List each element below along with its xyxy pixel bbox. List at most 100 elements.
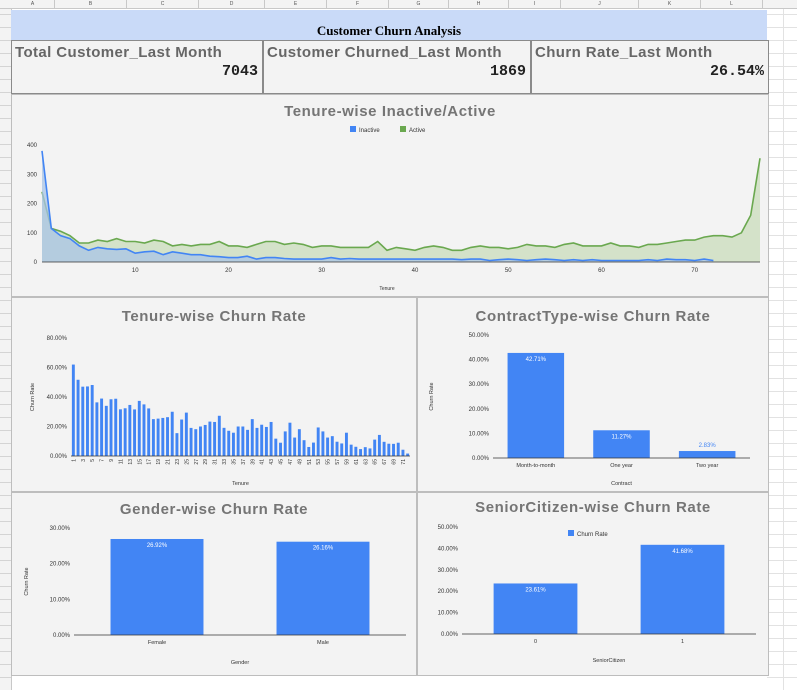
y-tick-label: 20.00%: [438, 589, 459, 595]
row-divider: [0, 53, 11, 54]
x-tick-label: 55: [326, 459, 332, 465]
bar: [194, 429, 198, 456]
x-tick-label: 5: [90, 459, 96, 462]
bar: [180, 419, 184, 456]
row-divider: [0, 326, 11, 327]
bar: [90, 385, 94, 456]
x-tick-label: 21: [166, 459, 172, 465]
bar: [279, 442, 282, 456]
row-divider: [0, 456, 11, 457]
column-header-b[interactable]: B: [55, 0, 127, 8]
bar: [297, 429, 301, 456]
column-header-c[interactable]: C: [127, 0, 199, 8]
grid-line: [767, 66, 797, 67]
row-divider: [0, 625, 11, 626]
column-header-a[interactable]: A: [11, 0, 55, 8]
y-tick-label: 40.00%: [469, 358, 490, 364]
column-header-i[interactable]: I: [509, 0, 561, 8]
x-tick-label: 65: [373, 459, 379, 465]
x-tick-label: 49: [297, 459, 303, 465]
row-divider: [0, 352, 11, 353]
row-divider: [0, 612, 11, 613]
bar: [161, 417, 165, 456]
row-divider: [0, 417, 11, 418]
column-header-h[interactable]: H: [449, 0, 509, 8]
x-tick-label: 41: [260, 459, 266, 465]
column-header-f[interactable]: F: [327, 0, 389, 8]
bar: [260, 424, 264, 456]
row-divider: [0, 235, 11, 236]
bar: [227, 430, 231, 456]
chart-tenure-churn-rate[interactable]: Tenure-wise Churn Rate 0.00% 20.00% 40.00%…: [11, 297, 417, 492]
row-divider: [0, 222, 11, 223]
data-label: 11.27%: [612, 434, 633, 440]
bar: [326, 437, 330, 456]
chart-contract-churn-rate[interactable]: ContractType-wise Churn Rate 0.00% 10.00%…: [417, 297, 769, 492]
bar: [166, 417, 169, 456]
chart-senior-citizen-churn-rate[interactable]: SeniorCitizen-wise Churn Rate 0.00% 10.00…: [417, 492, 769, 676]
x-tick-label: 23: [175, 459, 181, 465]
y-tick-label: 80.00%: [47, 336, 68, 342]
legend-label-inactive: Inactive: [359, 128, 380, 134]
row-divider: [0, 586, 11, 587]
bar: [213, 421, 217, 456]
bar: [396, 442, 400, 456]
y-tick-label: 50.00%: [469, 333, 490, 339]
row-divider: [0, 508, 11, 509]
x-tick-label: 40: [412, 268, 419, 274]
bar: [359, 449, 363, 456]
x-tick-label: 61: [354, 459, 360, 465]
grid-line: [767, 300, 797, 301]
bar: [231, 432, 235, 456]
bar: [217, 415, 221, 456]
y-tick-label: 10.00%: [50, 597, 71, 603]
row-divider: [0, 40, 11, 41]
column-header-g[interactable]: G: [389, 0, 449, 8]
x-tick-label: 19: [156, 459, 162, 465]
data-label: 2.83%: [699, 443, 717, 449]
grid-line: [767, 573, 797, 574]
y-tick-label: 20.00%: [50, 562, 71, 568]
row-divider: [0, 157, 11, 158]
column-header-j[interactable]: J: [561, 0, 639, 8]
bar: [293, 437, 297, 456]
grid-line: [767, 170, 797, 171]
chart-title: Tenure-wise Inactive/Active: [284, 103, 496, 120]
row-divider: [0, 170, 11, 171]
x-tick-label: 37: [241, 459, 247, 465]
y-tick-label: 300: [27, 172, 38, 178]
kpi-churn-rate: Churn Rate_Last Month 26.54%: [531, 40, 769, 94]
bar: [81, 386, 85, 456]
line-active: [41, 158, 761, 252]
column-header-k[interactable]: K: [639, 0, 701, 8]
column-header-l[interactable]: L: [701, 0, 763, 8]
row-divider: [0, 391, 11, 392]
column-header-d[interactable]: D: [199, 0, 265, 8]
row-divider: [0, 677, 11, 678]
grid-line: [767, 482, 797, 483]
x-axis-label: SeniorCitizen: [593, 658, 626, 664]
bar: [316, 427, 320, 456]
grid-line: [767, 339, 797, 340]
legend-swatch-active: [400, 126, 406, 132]
legend-swatch-inactive: [350, 126, 356, 132]
bar: [349, 444, 353, 456]
row-divider: [0, 313, 11, 314]
bar: [114, 398, 118, 456]
row-divider: [0, 118, 11, 119]
grid-line: [767, 456, 797, 457]
x-tick-label: 25: [184, 459, 190, 465]
chart-gender-churn-rate[interactable]: Gender-wise Churn Rate 0.00% 10.00% 20.00%…: [11, 492, 417, 676]
bar: [255, 427, 259, 456]
x-tick-label: 20: [225, 268, 232, 274]
x-tick-label: 1: [681, 639, 684, 645]
bar: [507, 352, 565, 458]
y-tick-label: 30.00%: [469, 382, 490, 388]
chart-tenure-inactive-active[interactable]: Tenure-wise Inactive/Active Inactive Acti…: [11, 94, 769, 297]
bar: [189, 427, 193, 456]
bar: [276, 541, 370, 635]
x-axis-label: Tenure: [379, 286, 395, 292]
row-divider: [0, 183, 11, 184]
row-divider: [0, 664, 11, 665]
column-header-e[interactable]: E: [265, 0, 327, 8]
